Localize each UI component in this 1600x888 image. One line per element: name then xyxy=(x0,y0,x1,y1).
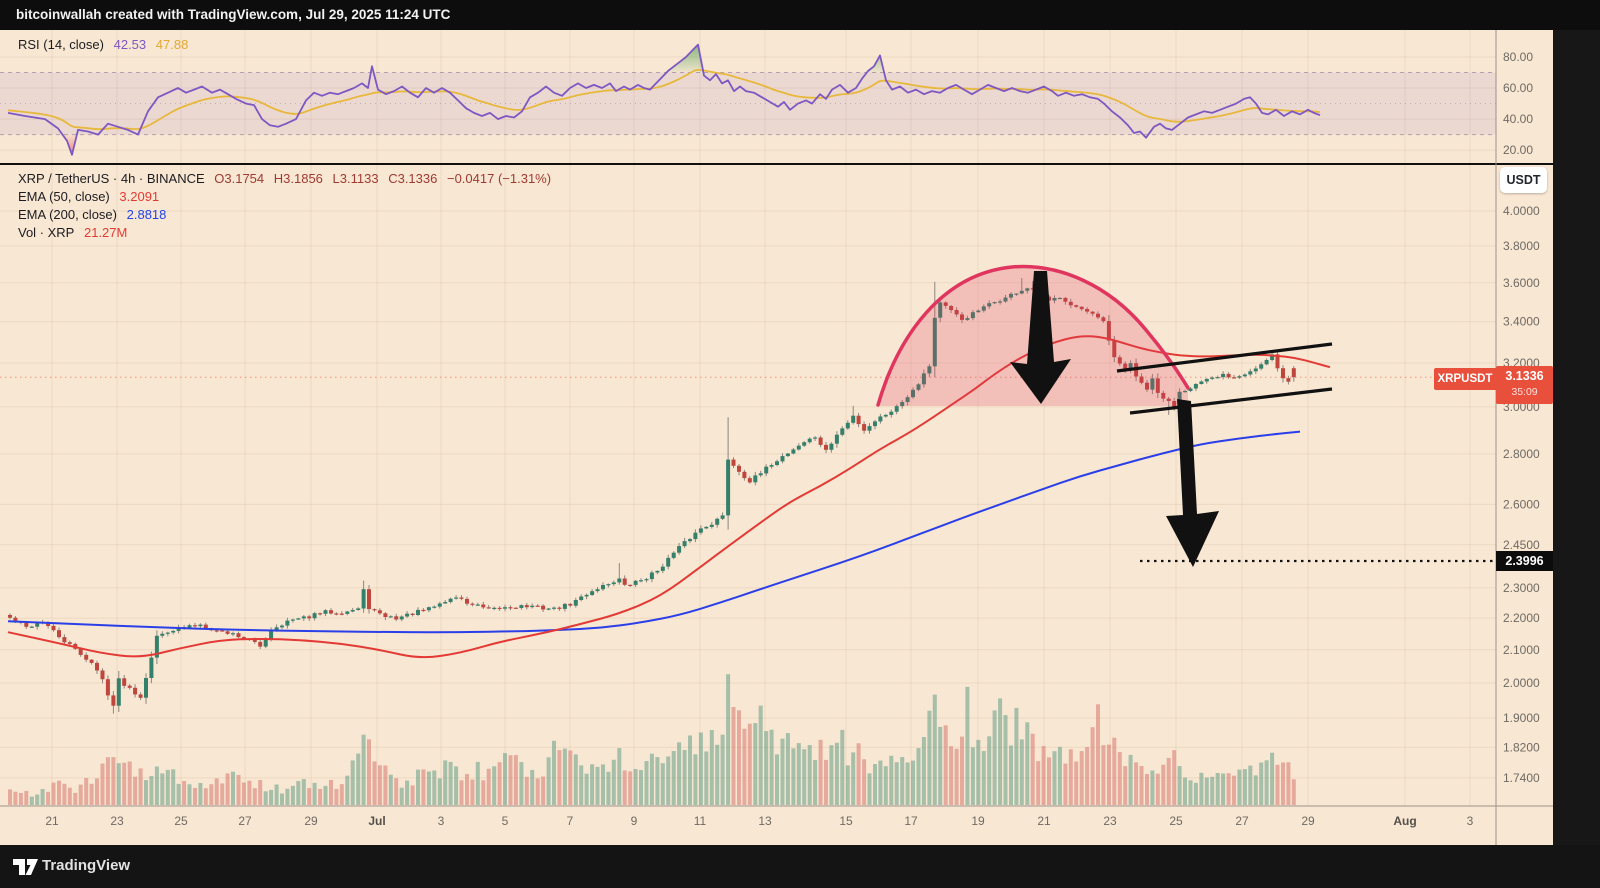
chart-canvas[interactable]: 80.00 60.00 40.00 20.00 4.0000 3.8000 3.6000 3.… xyxy=(0,0,1600,845)
attribution-bar: bitcoinwallah created with TradingView.c… xyxy=(0,0,1600,30)
price-tick-label: 2.8000 xyxy=(1503,447,1540,461)
price-axis-labels: 4.00003.80003.60003.40003.20003.00002.80… xyxy=(1503,204,1540,785)
currency-toggle-button[interactable]: USDT xyxy=(1500,167,1547,193)
chart-background[interactable] xyxy=(0,30,1496,845)
footer-bar: TradingView xyxy=(0,845,1600,888)
time-tick-label: 23 xyxy=(110,814,124,828)
symbol-price-label: XRPUSDT xyxy=(1434,368,1496,390)
time-tick-label: 25 xyxy=(1169,814,1183,828)
rsi-tick-label: 40.00 xyxy=(1503,112,1533,126)
bar-countdown: 35:09 xyxy=(1511,386,1538,398)
time-tick-label: 21 xyxy=(45,814,59,828)
price-tick-label: 1.8200 xyxy=(1503,740,1540,754)
time-tick-label: 21 xyxy=(1037,814,1051,828)
time-tick-label: 17 xyxy=(904,814,918,828)
time-tick-label: 29 xyxy=(304,814,318,828)
time-tick-label: 29 xyxy=(1301,814,1315,828)
time-tick-label: 23 xyxy=(1103,814,1117,828)
rsi-legend[interactable]: RSI (14, close) 42.53 47.88 xyxy=(18,37,188,52)
rsi-band xyxy=(0,72,1496,135)
rsi-ma-line[interactable] xyxy=(7,68,1321,131)
time-tick-label: 9 xyxy=(631,814,638,828)
price-tick-label: 4.0000 xyxy=(1503,204,1540,218)
ema50-label[interactable]: EMA (50, close) xyxy=(18,189,110,204)
price-tick-label: 2.6000 xyxy=(1503,497,1540,511)
rsi-oversold-fill xyxy=(64,134,78,155)
rsi-line[interactable] xyxy=(7,43,1321,156)
high-value: H3.1856 xyxy=(273,171,323,186)
channel-upper-line[interactable] xyxy=(1116,342,1333,373)
rsi-axis-labels: 80.00 60.00 40.00 20.00 xyxy=(1503,50,1533,157)
price-tick-label: 1.9000 xyxy=(1503,711,1540,725)
open-value: O3.1754 xyxy=(214,171,265,186)
time-tick-label: 13 xyxy=(758,814,772,828)
right-margin xyxy=(1553,30,1600,845)
volume-legend[interactable]: Vol · XRP 21.27M xyxy=(18,225,127,240)
symbol-legend[interactable]: XRP / TetherUS · 4h · BINANCE O3.1754 H3… xyxy=(18,171,551,186)
time-axis-labels: 21 23 25 27 29 Jul 3 5 7 9 11 13 15 17 19 21 23 25 27 29 Aug… xyxy=(45,814,1473,828)
down-arrow-2[interactable] xyxy=(1166,399,1219,567)
rsi-ma-value: 47.88 xyxy=(155,37,189,52)
down-arrow-1[interactable] xyxy=(1010,271,1071,404)
rsi-value: 42.53 xyxy=(113,37,147,52)
symbol-title[interactable]: XRP / TetherUS · 4h · BINANCE xyxy=(18,171,205,186)
close-value: C3.1336 xyxy=(388,171,438,186)
last-price-badge[interactable]: 3.1336 35:09 xyxy=(1496,366,1553,404)
rsi-tick-label: 80.00 xyxy=(1503,50,1533,64)
price-tick-label: 2.3000 xyxy=(1503,581,1540,595)
ema200-legend[interactable]: EMA (200, close) 2.8818 xyxy=(18,207,166,222)
time-tick-label: 3 xyxy=(438,814,445,828)
volume-bars xyxy=(8,674,1296,805)
grid xyxy=(0,30,1496,806)
time-tick-label: Jul xyxy=(368,814,385,828)
time-tick-label: Aug xyxy=(1393,814,1416,828)
time-tick-label: 5 xyxy=(502,814,509,828)
time-tick-label: 25 xyxy=(174,814,188,828)
rsi-tick-label: 20.00 xyxy=(1503,143,1533,157)
tradingview-logo-icon[interactable] xyxy=(12,856,38,878)
change-value: −0.0417 (−1.31%) xyxy=(446,171,552,186)
time-tick-label: 15 xyxy=(839,814,853,828)
time-tick-label: 11 xyxy=(694,814,707,828)
price-tick-label: 3.6000 xyxy=(1503,276,1540,290)
price-axis[interactable] xyxy=(1496,30,1553,845)
price-tick-label: 2.4500 xyxy=(1503,538,1540,552)
time-tick-label: 7 xyxy=(567,814,574,828)
ema200-value: 2.8818 xyxy=(126,207,167,222)
price-tick-label: 2.0000 xyxy=(1503,676,1540,690)
ema50-value: 3.2091 xyxy=(119,189,160,204)
price-tick-label: 2.2000 xyxy=(1503,611,1540,625)
time-axis[interactable] xyxy=(0,806,1496,845)
dome-pattern-arc[interactable] xyxy=(876,264,1190,407)
last-price-value: 3.1336 xyxy=(1505,369,1544,383)
time-tick-label: 27 xyxy=(1235,814,1249,828)
target-price-badge: 2.3996 xyxy=(1496,551,1553,571)
time-tick-label: 27 xyxy=(238,814,252,828)
volume-value: 21.27M xyxy=(83,225,128,240)
ema200-line[interactable] xyxy=(7,430,1301,634)
attribution-text: bitcoinwallah created with TradingView.c… xyxy=(16,7,451,22)
ema50-legend[interactable]: EMA (50, close) 3.2091 xyxy=(18,189,159,204)
tradingview-wordmark[interactable]: TradingView xyxy=(42,857,131,874)
candles[interactable] xyxy=(8,278,1296,714)
rsi-tick-label: 60.00 xyxy=(1503,81,1533,95)
price-tick-label: 2.1000 xyxy=(1503,643,1540,657)
low-value: L3.1133 xyxy=(332,171,379,186)
time-tick-label: 19 xyxy=(971,814,985,828)
rsi-overbought-fill xyxy=(668,44,704,73)
price-tick-label: 1.7400 xyxy=(1503,771,1540,785)
price-tick-label: 3.4000 xyxy=(1503,315,1540,329)
time-tick-label: 3 xyxy=(1467,814,1474,828)
volume-label[interactable]: Vol · XRP xyxy=(18,225,75,240)
channel-lower-line[interactable] xyxy=(1129,387,1333,415)
rsi-legend-label[interactable]: RSI (14, close) xyxy=(18,37,104,52)
price-tick-label: 3.8000 xyxy=(1503,239,1540,253)
ema200-label[interactable]: EMA (200, close) xyxy=(18,207,117,222)
